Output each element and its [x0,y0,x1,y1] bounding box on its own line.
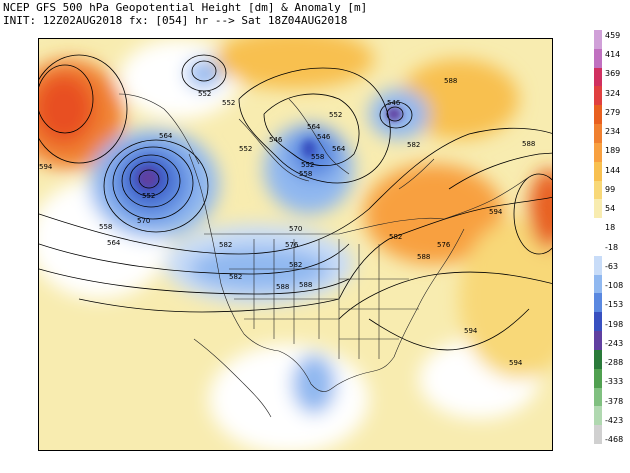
map-panel: 552 552 564 570 546 546 552 558 582 588 … [38,38,553,451]
map-title: NCEP GFS 500 hPa Geopotential Height [dm… [3,1,368,14]
color-scale-segment [594,67,602,87]
color-scale-segment [594,48,602,69]
contour-label: 588 [417,253,430,261]
color-scale-label: -243 [605,338,624,348]
color-scale-label: 189 [605,146,621,156]
contour-label: 570 [137,217,150,225]
color-scale-label: 324 [605,88,621,98]
color-scale-segment [594,349,602,370]
color-scale-segment [594,142,602,163]
contour-label: 588 [299,281,312,289]
color-scale-label: 234 [605,127,621,137]
color-scale-label: -108 [605,281,624,291]
contour-label: 558 [299,170,312,178]
color-scale-segment [594,161,602,182]
height-contours [39,54,552,351]
contour-label: 594 [509,359,523,367]
color-scale-label: 54 [605,204,616,214]
color-scale-segment [594,124,602,144]
color-scale-segment [594,406,602,426]
contour-label: 552 [222,99,235,107]
contour-label: 594 [39,163,53,171]
contour-label: 582 [389,233,402,241]
color-scale-label: -378 [605,396,624,406]
color-scale-label: -63 [605,261,619,271]
color-scale-label: -468 [605,435,624,444]
color-scale-segment [594,387,602,407]
height-anomaly-map: 552 552 564 570 546 546 552 558 582 588 … [39,39,552,450]
contour-label: 588 [522,140,535,148]
color-scale-segment [594,86,602,106]
contour-label: 576 [437,241,451,249]
color-scale-segment [594,237,602,257]
anomaly-fill [39,39,552,450]
color-scale-segment [594,312,602,332]
contour-label: 570 [289,225,302,233]
color-scale-label: 369 [605,69,621,79]
contour-label: 588 [444,77,457,85]
contour-label: 546 [317,133,331,141]
color-scale-segment [594,274,602,294]
contour-label: 564 [307,123,321,131]
contour-label: 576 [285,241,299,249]
contour-label: 558 [311,153,324,161]
color-scale-segment [594,425,602,445]
color-scale-label: -18 [605,242,619,252]
color-scale-label: -423 [605,415,624,425]
color-scale-segment [594,368,602,389]
color-scale-label: -333 [605,377,624,387]
color-scale-segment [594,218,602,238]
color-scale-segment [594,293,602,313]
contour-label: 552 [239,145,252,153]
contour-label: 582 [407,141,420,149]
color-scale-label: 144 [605,165,621,175]
color-scale-label: -198 [605,319,624,329]
contour-label: 588 [276,283,289,291]
color-scale-label: 459 [605,31,621,40]
contour-label: 546 [387,99,401,107]
contour-label: 582 [219,241,232,249]
contour-labels: 552 552 564 570 546 546 552 558 582 588 … [39,77,535,367]
color-scale-label: 99 [605,184,616,194]
contour-label: 552 [198,90,211,98]
contour-label: 546 [269,136,283,144]
color-scale-segment [594,199,602,219]
color-scale-bar [594,30,602,445]
color-scale-label: -288 [605,358,624,368]
color-scale-label: 279 [605,107,621,117]
contour-label: 552 [329,111,342,119]
coastlines-and-borders [118,93,530,418]
contour-label: 594 [489,208,503,216]
contour-label: 582 [289,261,302,269]
color-scale-segment [594,180,602,200]
color-scale-segment [594,105,602,125]
color-scale-segment [594,30,602,50]
color-scale-label: -153 [605,300,624,310]
contour-label: 564 [159,132,173,140]
contour-label: 582 [229,273,242,281]
contour-label: 552 [301,161,314,169]
contour-label: 552 [142,192,155,200]
color-scale-segment [594,331,602,351]
color-scale-label: 414 [605,50,621,60]
contour-label: 558 [99,223,112,231]
color-scale-label: 18 [605,223,616,233]
contour-label: 564 [332,145,346,153]
contour-label: 564 [107,239,121,247]
contour-label: 594 [464,327,478,335]
init-forecast-line: INIT: 12Z02AUG2018 fx: [054] hr --> Sat … [3,14,348,27]
color-scale-segment [594,255,602,276]
